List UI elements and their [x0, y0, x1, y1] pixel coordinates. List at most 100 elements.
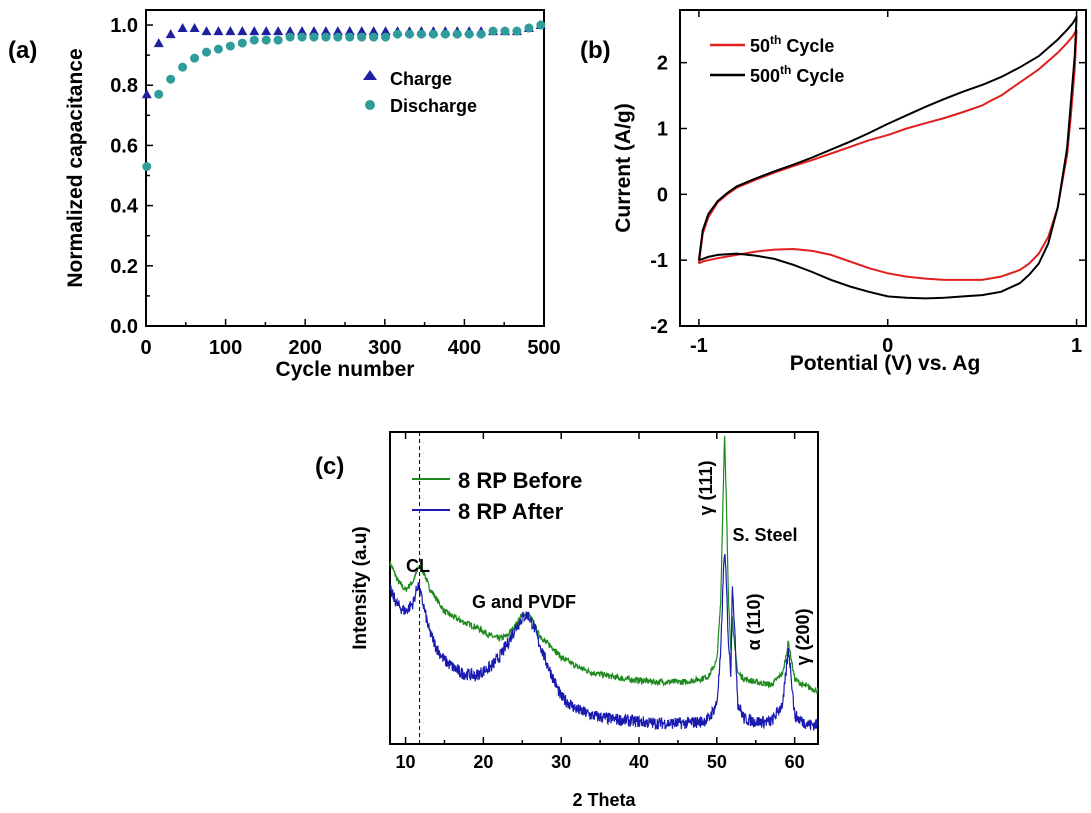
discharge-point: [357, 32, 367, 42]
xrd-curve-before: [389, 435, 819, 694]
charge-point: [189, 23, 200, 33]
y-tick-label-a: 0.8: [110, 75, 138, 97]
y-axis-label-a: Normalized capacitance: [64, 48, 87, 287]
y-axis-label-b: Current (A/g): [612, 103, 635, 233]
discharge-point: [154, 89, 164, 99]
x-tick-label-b: -1: [690, 335, 708, 357]
x-tick-label-a: 500: [527, 337, 560, 359]
legend-500th-sup: th: [780, 63, 791, 77]
annotation-g-pvdf: G and PVDF: [472, 592, 576, 612]
x-tick-label-a: 400: [448, 337, 481, 359]
axis-ticks-a: [145, 24, 545, 327]
annotation-s-steel: S. Steel: [732, 525, 797, 545]
discharge-point: [333, 32, 343, 42]
annotation-gamma-200: γ (200): [793, 608, 813, 665]
charge-point: [225, 26, 236, 36]
panel-b-cyclic-voltammetry: (b) -1 0 1 -2 -1 0 1 2 Potential (V) vs. Ag Cur…: [580, 9, 1087, 375]
charge-point: [165, 29, 176, 39]
x-tick-label-b: 1: [1071, 335, 1082, 357]
y-tick-label-a: 0.6: [110, 135, 138, 157]
legend-c: 8 RP Before 8 RP After: [412, 468, 582, 524]
y-tick-label-a: 0.0: [110, 316, 138, 338]
discharge-point: [416, 29, 426, 39]
charge-point: [213, 26, 224, 36]
x-tick-label-a: 100: [209, 337, 242, 359]
legend-marker-discharge: [365, 100, 375, 110]
legend-a: Charge Discharge: [363, 69, 477, 116]
legend-500th-rest: Cycle: [791, 66, 844, 86]
discharge-point: [297, 32, 307, 42]
charge-point: [297, 26, 308, 36]
discharge-point: [393, 29, 403, 39]
discharge-point: [249, 35, 259, 45]
discharge-point: [285, 32, 295, 42]
charge-point: [201, 26, 212, 36]
cv-curves-b: [697, 16, 1078, 300]
x-tick-label-c: 40: [629, 752, 649, 772]
xrd-curve-after: [389, 554, 819, 732]
discharge-point: [536, 20, 546, 30]
panel-a-capacitance-retention: (a) 0 100 200 300 400 500 0.0 0.2 0.4 0.6 0.8 1.0 C…: [8, 9, 561, 381]
legend-label-after: 8 RP After: [458, 499, 564, 524]
annotation-gamma-111: γ (111): [696, 460, 716, 515]
panel-label-a: (a): [8, 37, 37, 64]
x-tick-label-a: 200: [289, 337, 322, 359]
legend-b: 50th Cycle 500th Cycle: [710, 33, 844, 86]
charge-point: [141, 89, 152, 99]
charge-point: [308, 26, 319, 36]
discharge-point: [273, 35, 283, 45]
legend-marker-charge: [363, 70, 377, 80]
x-tick-label-c: 60: [785, 752, 805, 772]
discharge-point: [178, 62, 188, 72]
cv-curve-500th: [697, 16, 1078, 300]
annotation-cl: CL: [406, 556, 430, 576]
y-tick-label-a: 1.0: [110, 15, 138, 37]
y-tick-label-a: 0.2: [110, 256, 138, 278]
discharge-point: [464, 29, 474, 39]
discharge-point: [488, 26, 498, 36]
y-tick-label-b: 2: [657, 53, 668, 75]
legend-label-50th: 50th Cycle: [750, 33, 834, 56]
plot-frame-c: [389, 431, 819, 745]
discharge-point: [512, 26, 522, 36]
x-axis-label-b: Potential (V) vs. Ag: [790, 352, 981, 375]
y-tick-label-b: 0: [657, 184, 668, 206]
discharge-point: [524, 23, 534, 33]
x-tick-label-b: 0: [882, 335, 893, 357]
legend-50th-sup: th: [770, 33, 781, 47]
x-tick-label-c: 20: [473, 752, 493, 772]
plot-frame-b: [679, 9, 1087, 327]
discharge-point: [142, 161, 152, 171]
discharge-point: [225, 41, 235, 51]
discharge-point: [213, 44, 223, 54]
discharge-point: [237, 38, 247, 48]
y-tick-label-b: 1: [657, 119, 668, 141]
discharge-point: [381, 32, 391, 42]
discharge-point: [369, 32, 379, 42]
tick-labels-b: -1 0 1 -2 -1 0 1 2: [650, 53, 1082, 357]
legend-label-discharge: Discharge: [390, 96, 477, 116]
y-tick-label-b: -1: [650, 250, 668, 272]
y-tick-label-b: -2: [650, 316, 668, 338]
discharge-point: [321, 32, 331, 42]
y-axis-label-c: Intensity (a.u): [350, 526, 371, 650]
peak-annotations: CL G and PVDF γ (111) S. Steel α (110) γ…: [406, 460, 813, 665]
charge-point: [285, 26, 296, 36]
panel-c-xrd: (c) 10 20 30 40 50 60 2 Theta Intensity (a.u)…: [315, 431, 819, 810]
tick-labels-a: 0 100 200 300 400 500 0.0 0.2 0.4 0.6 0.8 1.0: [110, 15, 561, 359]
charge-point: [356, 26, 367, 36]
discharge-point: [166, 74, 176, 84]
tick-labels-c: 10 20 30 40 50 60: [396, 752, 805, 772]
data-points-a: [141, 20, 546, 171]
charge-point: [368, 26, 379, 36]
discharge-point: [190, 53, 200, 63]
charge-point: [332, 26, 343, 36]
x-tick-label-a: 300: [368, 337, 401, 359]
panel-label-b: (b): [580, 37, 611, 64]
legend-label-500th: 500th Cycle: [750, 63, 844, 86]
charge-point: [249, 26, 260, 36]
x-axis-label-a: Cycle number: [276, 358, 415, 381]
xrd-curves-c: [389, 435, 819, 732]
discharge-point: [476, 29, 486, 39]
